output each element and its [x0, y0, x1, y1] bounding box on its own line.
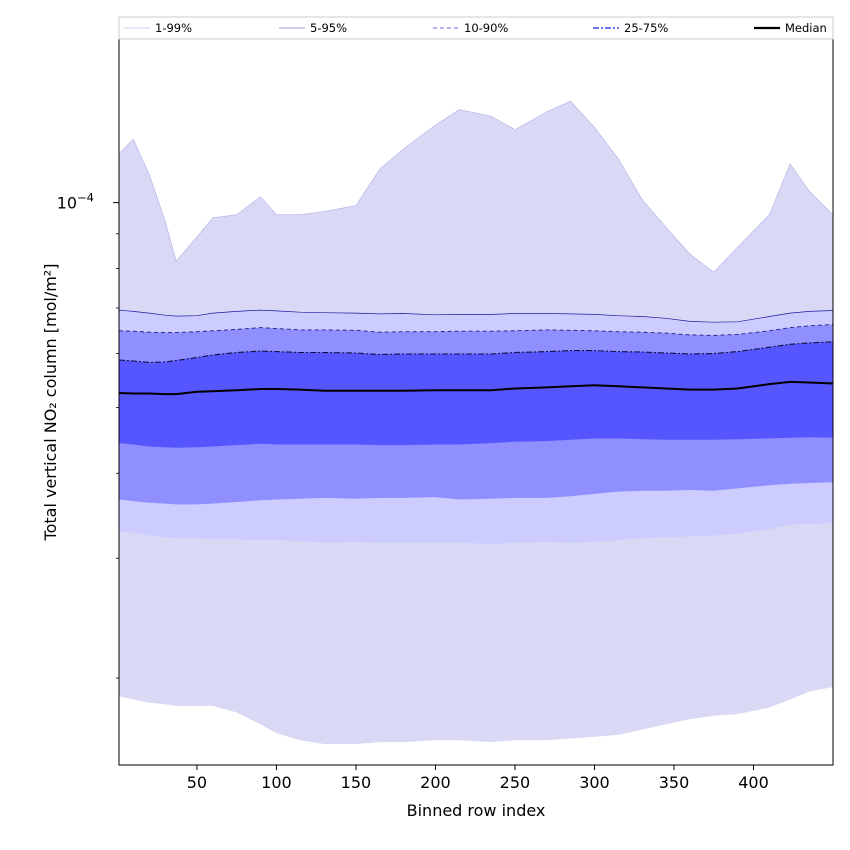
band-5-95%-upper-edge [118, 309, 834, 323]
legend-label-25-75%: 25-75% [624, 21, 668, 35]
x-tick-label: 350 [659, 773, 690, 792]
median-line [118, 380, 834, 396]
legend-label-Median: Median [785, 21, 827, 35]
percentile-band-edges [118, 100, 834, 364]
band-10-90%-upper-edge [118, 324, 834, 336]
x-tick-label: 200 [420, 773, 451, 792]
y-tick-label-main: 10−4 [57, 191, 94, 213]
legend: 1-99% 5-95% 10-90% 25-75% Median [118, 16, 834, 40]
x-tick-label: 400 [738, 773, 769, 792]
legend-label-10-90%: 10-90% [464, 21, 508, 35]
x-tick-label: 250 [500, 773, 531, 792]
x-tick-label: 50 [187, 773, 207, 792]
band-25-75%-area [119, 341, 833, 448]
x-axis-ticks: 50 100 150 200 250 300 350 400 [187, 765, 769, 792]
x-tick-label: 100 [261, 773, 292, 792]
legend-box [118, 16, 834, 40]
x-tick-label: 300 [579, 773, 610, 792]
y-axis-ticks [113, 202, 119, 679]
band-25-75%-upper-edge [118, 341, 834, 364]
median-layer [118, 380, 834, 396]
band-1-99%-upper-edge [118, 100, 834, 273]
legend-label-1-99%: 1-99% [155, 21, 192, 35]
percentile-bands [119, 101, 833, 745]
x-axis-title: Binned row index [407, 801, 546, 820]
y-axis-title: Total vertical NO₂ column [mol/m²] [41, 264, 60, 542]
x-tick-label: 150 [341, 773, 372, 792]
legend-label-5-95%: 5-95% [310, 21, 347, 35]
